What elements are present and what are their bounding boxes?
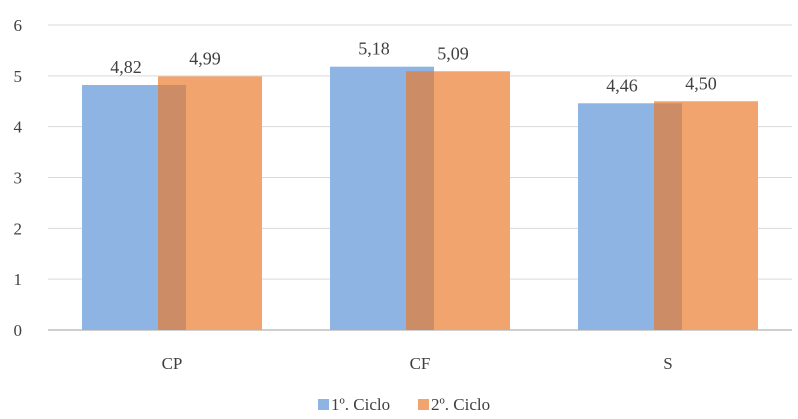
legend-label-ciclo-2: 2º. Ciclo: [431, 395, 490, 414]
bar-overlap-cf: [406, 71, 434, 330]
y-tick-label: 2: [14, 219, 23, 238]
x-tick-label: CF: [410, 354, 431, 373]
x-tick-label: S: [663, 354, 672, 373]
y-tick-label: 0: [14, 321, 23, 340]
data-label-ciclo-2: 4,50: [685, 73, 717, 93]
bar-overlap-cp: [158, 84, 186, 330]
legend-swatch-ciclo-2: [418, 399, 429, 410]
legend-label-ciclo-1: 1º. Ciclo: [331, 395, 390, 414]
data-label-ciclo-2: 5,09: [437, 43, 469, 63]
y-axis-tick-labels: 0 1 2 3 4 5 6: [14, 16, 23, 340]
data-label-ciclo-2: 4,99: [189, 48, 221, 68]
legend: 1º. Ciclo 2º. Ciclo: [318, 395, 490, 414]
bar-overlap-s: [654, 103, 682, 331]
y-tick-label: 5: [14, 67, 23, 86]
y-tick-label: 4: [14, 118, 23, 137]
data-label-ciclo-1: 5,18: [358, 39, 390, 59]
x-tick-label: CP: [162, 354, 183, 373]
legend-swatch-ciclo-1: [318, 399, 329, 410]
data-label-ciclo-1: 4,82: [110, 57, 142, 77]
y-tick-label: 1: [14, 270, 23, 289]
data-label-ciclo-1: 4,46: [606, 75, 638, 95]
data-labels: 4,82 4,99 5,18 5,09 4,46 4,50: [110, 39, 717, 96]
y-tick-label: 6: [14, 16, 23, 35]
y-tick-label: 3: [14, 169, 23, 188]
bars: [82, 66, 758, 331]
x-axis-tick-labels: CP CF S: [162, 354, 673, 373]
